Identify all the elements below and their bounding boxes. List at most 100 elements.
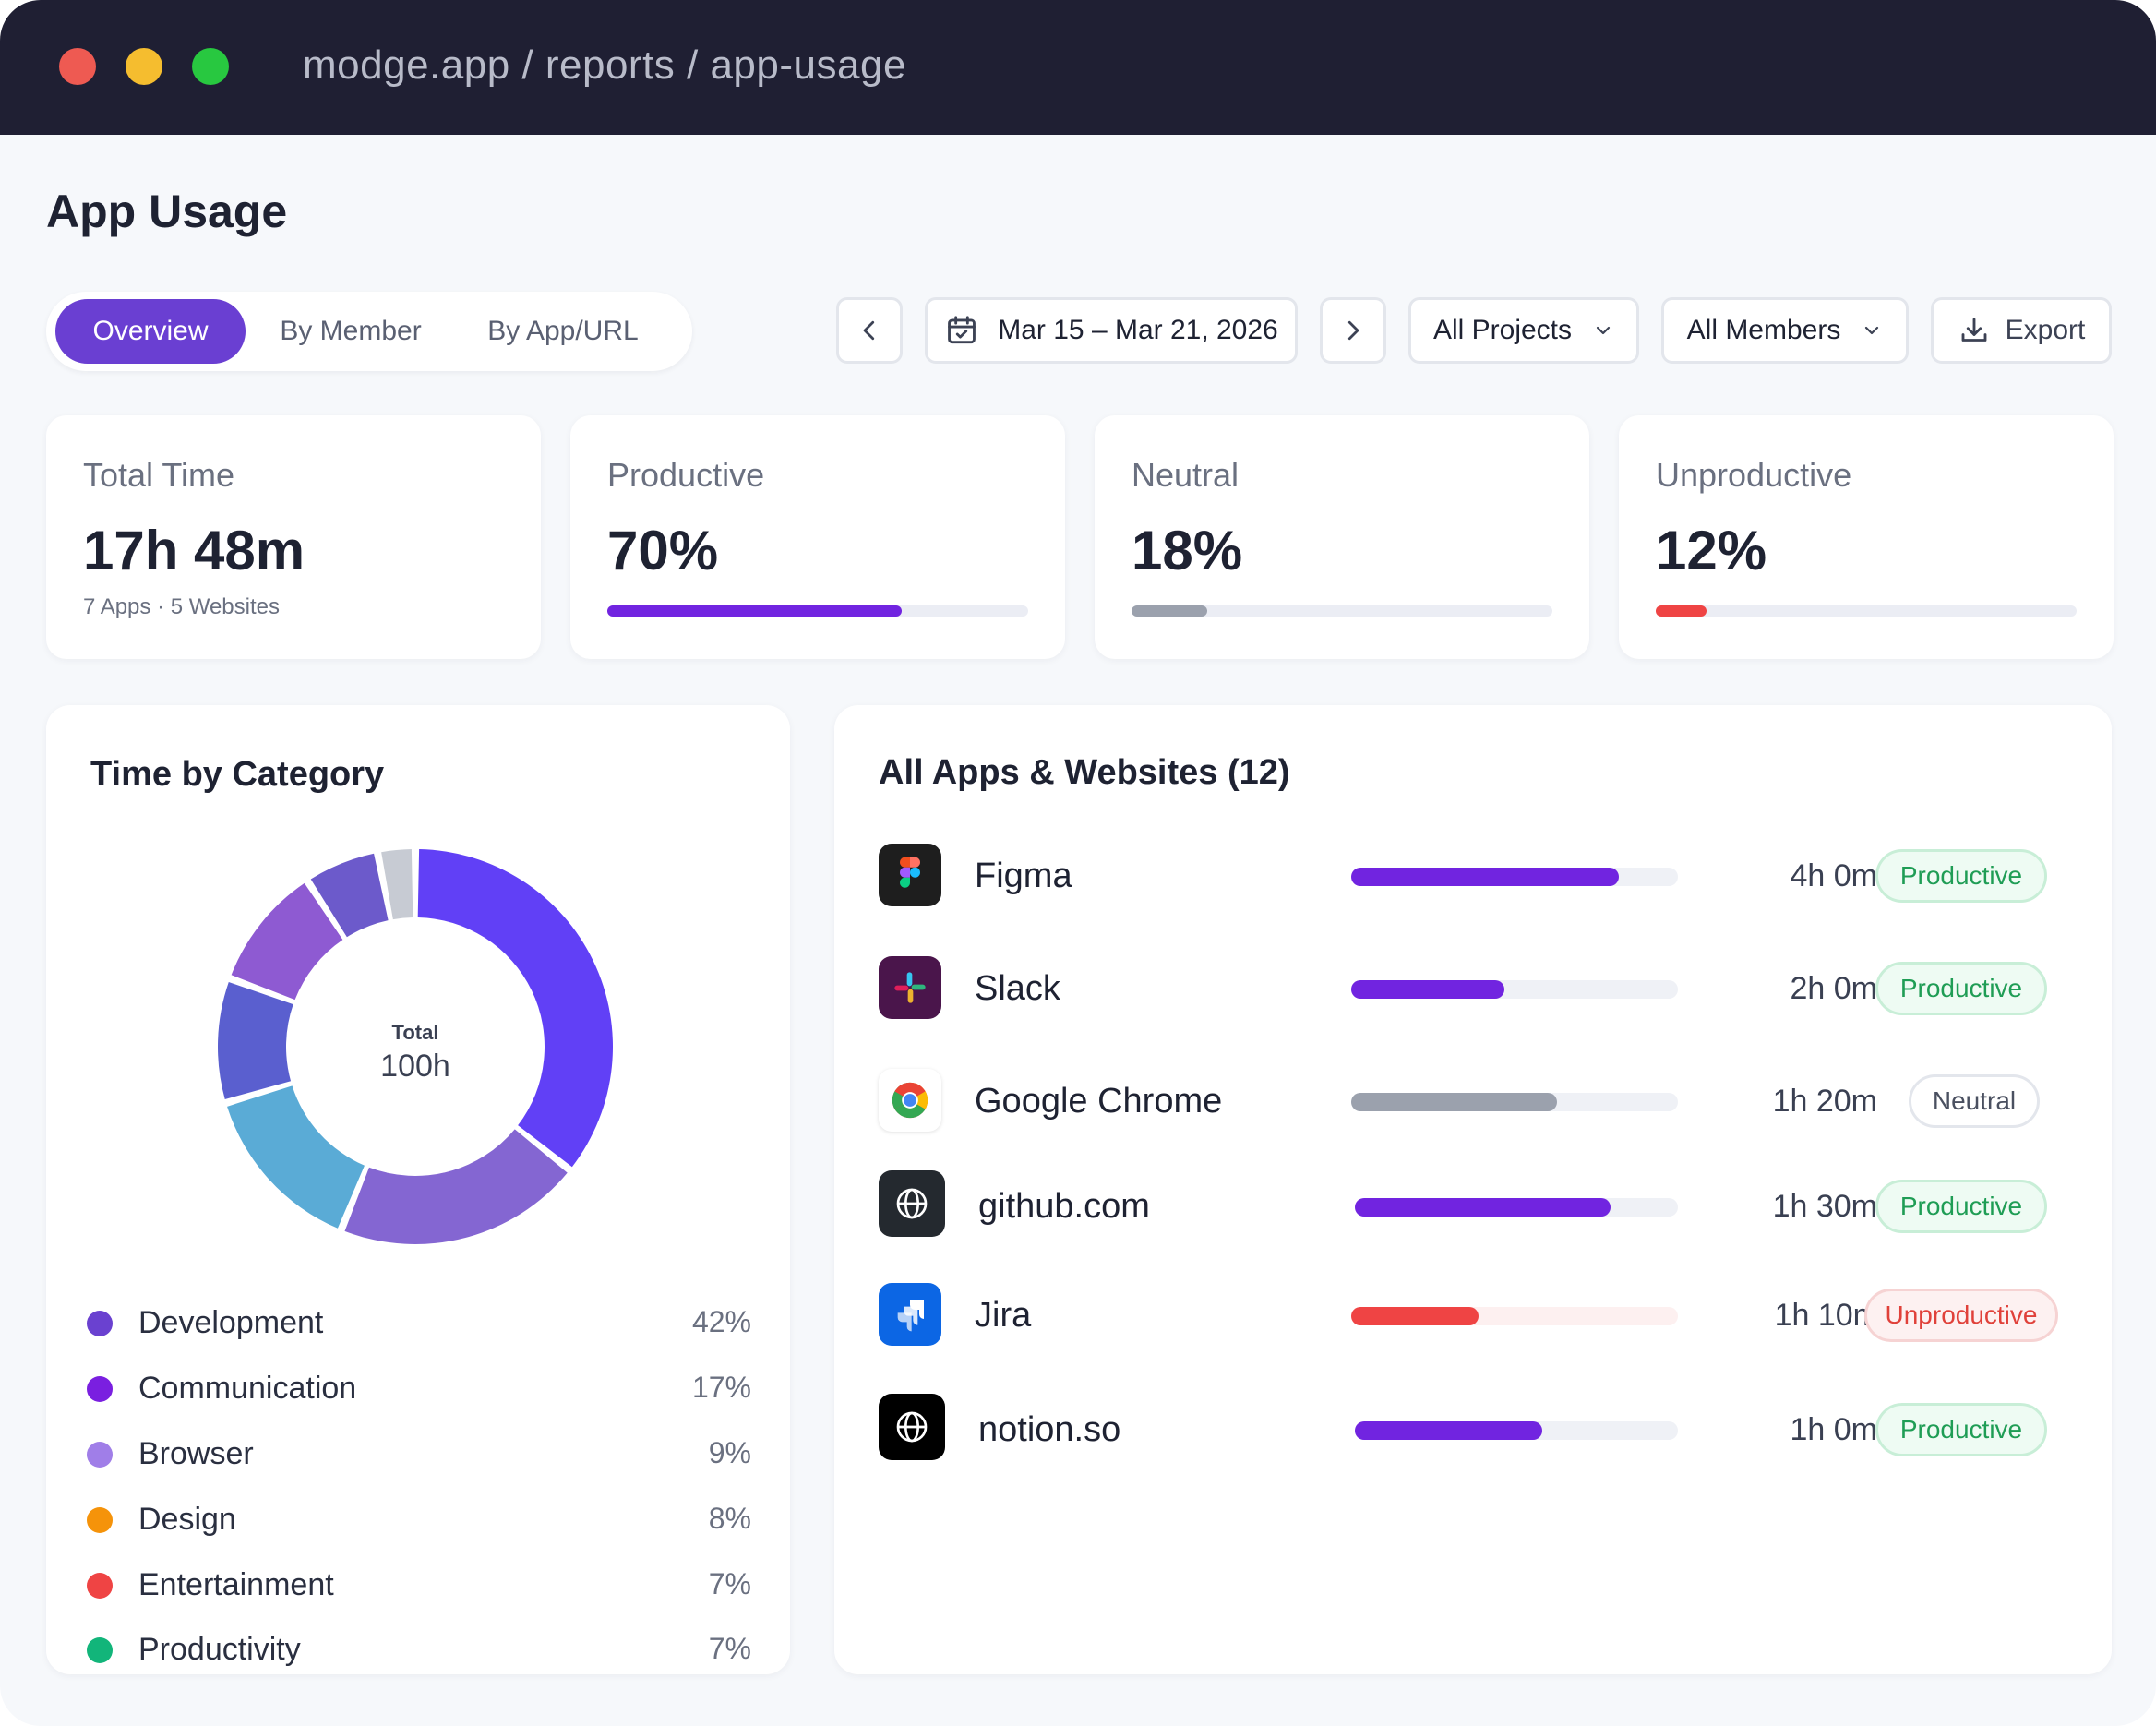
members-dropdown[interactable]: All Members [1661, 297, 1909, 364]
chevron-down-icon [1596, 326, 1611, 335]
legend-percent: 17% [691, 1371, 751, 1404]
url-path: modge.app / reports / app-usage [303, 42, 906, 88]
legend-item: Browser 9% [87, 1427, 751, 1479]
legend-item: Entertainment 7% [87, 1558, 751, 1610]
figma-icon [879, 844, 941, 906]
legend-color-dot [87, 1376, 113, 1402]
time-by-category-panel: Time by Category Total 100h Development … [46, 705, 790, 1674]
legend-color-dot [87, 1573, 113, 1599]
legend-name: Design [138, 1502, 236, 1537]
export-button[interactable]: Export [1931, 297, 2112, 364]
category-donut-chart: Total 100h [217, 849, 613, 1244]
donut-slice [417, 849, 613, 1168]
chevron-left-icon [863, 320, 875, 341]
usage-bar-track [1351, 1307, 1678, 1325]
minimize-window-button[interactable] [126, 48, 162, 85]
usage-bar-track [1351, 868, 1678, 886]
app-time: 4h 0m [1790, 858, 1878, 893]
legend-percent: 7% [708, 1567, 751, 1600]
chevron-right-icon [1348, 320, 1359, 341]
next-week-button[interactable] [1320, 297, 1386, 364]
app-row-figma[interactable]: Figma 4h 0m Productive [879, 844, 2078, 908]
app-name: Google Chrome [975, 1082, 1223, 1121]
app-time: 1h 30m [1772, 1189, 1877, 1224]
close-window-button[interactable] [59, 48, 96, 85]
tab-by-app-url[interactable]: By App/URL [487, 316, 639, 346]
app-name: Figma [975, 857, 1072, 895]
usage-bar-fill [1355, 1421, 1542, 1440]
app-row-github[interactable]: github.com 1h 30m Productive [879, 1170, 2078, 1237]
kpi-value: 17h 48m [83, 520, 305, 581]
chrome-icon [879, 1069, 941, 1132]
legend-color-dot [87, 1637, 113, 1663]
export-label: Export [2005, 315, 2086, 345]
kpi-value: 18% [1132, 520, 1243, 581]
chevron-down-icon [1865, 326, 1879, 335]
app-name: notion.so [978, 1410, 1121, 1449]
donut-center-value: 100h [380, 1049, 450, 1084]
tab-by-member[interactable]: By Member [280, 316, 422, 346]
usage-bar-fill [1351, 868, 1620, 886]
kpi-label: Productive [607, 456, 765, 494]
usage-bar-fill [1351, 980, 1505, 999]
date-range-picker[interactable]: Mar 15 – Mar 21, 2026 [925, 297, 1298, 364]
donut-slice [227, 1085, 365, 1229]
usage-bar-fill [1351, 1307, 1479, 1325]
view-tabs: Overview By Member By App/URL [46, 292, 692, 371]
globe-icon [879, 1394, 945, 1460]
legend-color-dot [87, 1442, 113, 1468]
projects-dropdown-label: All Projects [1432, 315, 1573, 345]
legend-percent: 8% [708, 1502, 751, 1535]
kpi-subtext: 7 Apps · 5 Websites [83, 594, 280, 619]
legend-percent: 7% [708, 1632, 751, 1665]
jira-icon [879, 1283, 941, 1346]
legend-name: Communication [138, 1371, 357, 1406]
usage-bar-track [1355, 1421, 1678, 1440]
legend-item: Communication 17% [87, 1361, 751, 1413]
status-badge: Productive [1875, 1180, 2047, 1233]
title-bar: modge.app / reports / app-usage [0, 0, 2156, 135]
kpi-total-time: Total Time 17h 48m 7 Apps · 5 Websites [46, 415, 541, 659]
app-time: 1h 10m [1774, 1298, 1879, 1333]
kpi-value: 70% [607, 520, 719, 581]
app-row-slack[interactable]: Slack 2h 0m Productive [879, 956, 2078, 1021]
legend-percent: 42% [691, 1305, 751, 1338]
app-time: 1h 0m [1790, 1412, 1878, 1447]
app-time: 2h 0m [1790, 971, 1878, 1006]
legend-name: Browser [138, 1436, 254, 1471]
legend-name: Development [138, 1305, 324, 1340]
app-time: 1h 20m [1772, 1084, 1877, 1119]
status-badge: Neutral [1909, 1074, 2040, 1128]
donut-slice [310, 853, 389, 938]
kpi-unproductive: Unproductive 12% [1619, 415, 2114, 659]
app-row-jira[interactable]: Jira 1h 10m Unproductive [879, 1283, 2078, 1348]
usage-bar-track [1351, 980, 1678, 999]
legend-item: Development 42% [87, 1296, 751, 1348]
legend-color-dot [87, 1507, 113, 1533]
kpi-progress-fill [607, 605, 903, 617]
donut-slice [231, 882, 343, 1001]
app-row-notion[interactable]: notion.so 1h 0m Productive [879, 1394, 2078, 1460]
maximize-window-button[interactable] [192, 48, 229, 85]
projects-dropdown[interactable]: All Projects [1408, 297, 1639, 364]
members-dropdown-label: All Members [1686, 315, 1841, 345]
app-name: Slack [975, 969, 1060, 1008]
status-badge: Productive [1875, 962, 2047, 1015]
previous-week-button[interactable] [836, 297, 903, 364]
page-title: App Usage [46, 186, 288, 237]
apps-websites-panel: All Apps & Websites (12) Figma 4h 0m Pro… [834, 705, 2112, 1674]
tab-overview[interactable]: Overview [55, 299, 246, 364]
donut-slice [381, 849, 413, 920]
legend-color-dot [87, 1311, 113, 1336]
kpi-label: Total Time [83, 456, 235, 494]
status-badge: Productive [1875, 849, 2047, 903]
legend-item: Design 8% [87, 1492, 751, 1544]
donut-slice [217, 981, 293, 1099]
kpi-label: Unproductive [1656, 456, 1852, 494]
legend-name: Productivity [138, 1632, 301, 1667]
app-row-google-chrome[interactable]: Google Chrome 1h 20m Neutral [879, 1069, 2078, 1133]
kpi-neutral: Neutral 18% [1095, 415, 1589, 659]
kpi-progress-track [1132, 605, 1552, 617]
panel-title: All Apps & Websites (12) [879, 753, 1290, 792]
kpi-label: Neutral [1132, 456, 1240, 494]
